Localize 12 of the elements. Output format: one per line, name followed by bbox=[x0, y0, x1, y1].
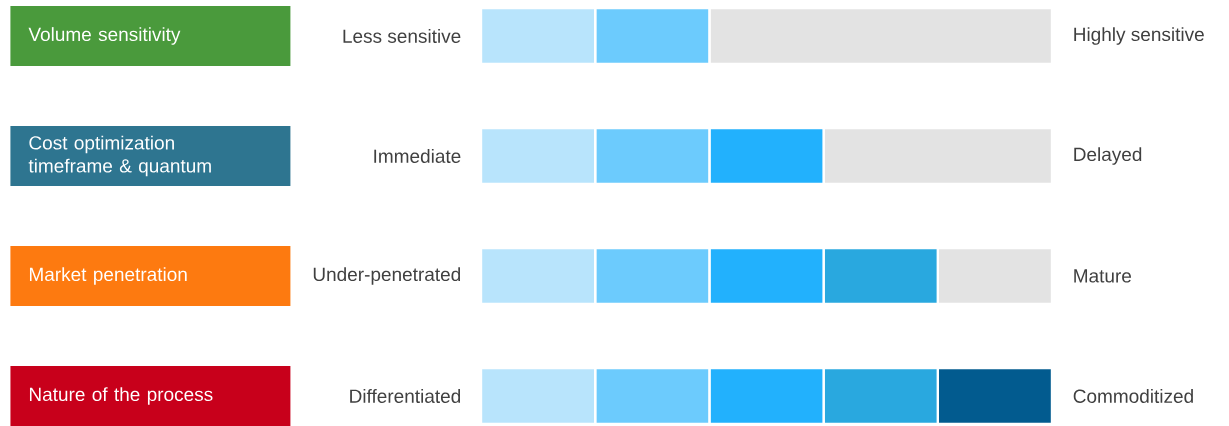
y-tick-label: Nature of the process bbox=[29, 387, 213, 405]
text: Delayed bbox=[1074, 147, 1142, 165]
text: Differentiated bbox=[350, 389, 461, 403]
text: Highly sensitive bbox=[1074, 27, 1204, 45]
y-tick-label: Market penetration bbox=[29, 267, 187, 285]
text: Under-penetrated bbox=[313, 267, 461, 285]
y-tick-label: Cost optimization timeframe & quantum bbox=[28, 135, 211, 177]
text: Mature bbox=[1074, 269, 1132, 283]
text: Immediate bbox=[374, 149, 461, 163]
y-tick-label: Volume sensitivity bbox=[28, 27, 181, 45]
text: Less sensitive bbox=[343, 29, 461, 43]
text: Commoditized bbox=[1073, 389, 1193, 403]
